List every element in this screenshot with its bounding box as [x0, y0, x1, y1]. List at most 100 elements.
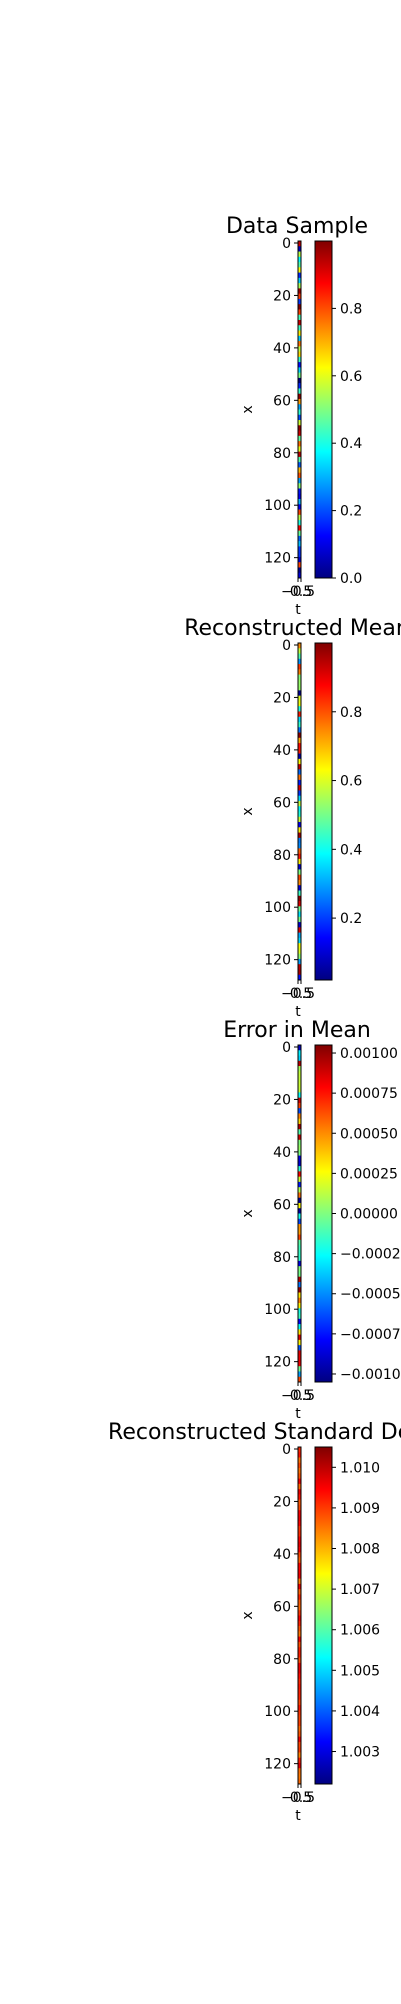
y-tick-label: 100 [264, 1704, 291, 1720]
heatmap-cell [298, 430, 301, 437]
colorbar-tick-label: −0.00100 [340, 1367, 401, 1383]
heatmap-cell [298, 1589, 301, 1595]
heatmap-cell [298, 1060, 301, 1067]
heatmap-cell [298, 1462, 301, 1469]
chart-title: Error in Mean [223, 1018, 371, 1043]
heatmap-cell [298, 1768, 301, 1774]
heatmap-cell [298, 556, 301, 563]
heatmap-cell [298, 869, 301, 875]
y-tick-label: 20 [273, 288, 291, 304]
y-tick-label: 100 [264, 1302, 291, 1318]
colorbar-tick-label: −0.00050 [340, 1287, 401, 1303]
heatmap-cell [298, 648, 301, 654]
y-tick-label: 60 [273, 1599, 291, 1615]
heatmap-cell [298, 1720, 301, 1727]
heatmap-cell [298, 520, 301, 526]
heatmap-cell [298, 895, 301, 902]
y-tick-label: 80 [273, 1652, 291, 1668]
heatmap-cell [298, 1536, 301, 1543]
x-tick-label: 0.5 [290, 1388, 312, 1404]
heatmap-cell [298, 298, 301, 305]
x-tick-label: 0.5 [290, 1790, 312, 1806]
colorbar-tick-label: 1.006 [340, 1623, 380, 1639]
colorbar-tick-label: 1.003 [340, 1745, 380, 1761]
heatmap-cell [298, 1741, 301, 1748]
heatmap-cell [298, 367, 301, 373]
heatmap-cell [298, 890, 301, 897]
y-axis-label: x [240, 1611, 256, 1619]
heatmap-cell [298, 1145, 301, 1151]
heatmap-cell [298, 769, 301, 775]
heatmap-cell [298, 916, 301, 923]
heatmap-cell [298, 922, 301, 928]
x-tick-label: −0.5 [281, 986, 315, 1002]
heatmap-cell [298, 572, 301, 579]
heatmap-cell [298, 246, 301, 252]
y-tick-label: 20 [273, 1494, 291, 1510]
y-tick-label: 120 [264, 1355, 291, 1371]
heatmap-cell [298, 1281, 301, 1288]
heatmap-cell [298, 330, 301, 337]
chart-panel-4: Reconstructed Standard Deviation0 20 40 60 8… [108, 1420, 401, 1824]
heatmap-cell [298, 943, 301, 949]
heatmap-cell [298, 964, 301, 970]
y-tick-label: 80 [273, 848, 291, 864]
heatmap-cell [298, 346, 301, 352]
heatmap-cell [298, 927, 301, 933]
heatmap-cell [298, 1197, 301, 1204]
heatmap-cell [298, 1583, 301, 1590]
heatmap-cell [298, 1568, 301, 1574]
heatmap-cell [298, 969, 301, 976]
heatmap-cell [298, 843, 301, 849]
heatmap-cell [298, 658, 301, 665]
heatmap-cell [298, 1657, 301, 1664]
heatmap-cell [298, 1494, 301, 1500]
y-tick-label: 100 [264, 900, 291, 916]
colorbar-tick-label: 1.007 [340, 1582, 380, 1598]
heatmap-cell [298, 288, 301, 294]
heatmap-cell [298, 837, 301, 844]
colorbar-tick-label: 0.6 [340, 774, 362, 790]
heatmap-cell [298, 351, 301, 358]
heatmap-cell [298, 272, 301, 279]
heatmap-cell [298, 1081, 301, 1088]
heatmap-cell [298, 953, 301, 960]
heatmap-cell [298, 1547, 301, 1553]
heatmap-cell [298, 1329, 301, 1335]
y-tick-label: 80 [273, 1250, 291, 1266]
heatmap-cell [298, 1355, 301, 1362]
heatmap-cell [298, 764, 301, 770]
heatmap-cell [298, 251, 301, 258]
heatmap-cell [298, 1224, 301, 1230]
heatmap-cell [298, 1123, 301, 1130]
colorbar-tick-label: 1.005 [340, 1663, 380, 1679]
heatmap-cell [298, 1631, 301, 1637]
heatmap-cell [298, 314, 301, 321]
heatmap-cell [298, 435, 301, 442]
heatmap-cell [298, 1324, 301, 1330]
chart-title: Reconstructed Standard Deviation [108, 1420, 401, 1445]
heatmap-cell [298, 1710, 301, 1716]
heatmap-cell [298, 1250, 301, 1256]
y-tick-label: 20 [273, 1092, 291, 1108]
heatmap-cell [298, 1604, 301, 1611]
heatmap-cell [298, 1171, 301, 1177]
heatmap-cell [298, 1483, 301, 1490]
colorbar-tick-label: 0.00025 [340, 1166, 398, 1182]
heatmap-cell [298, 1705, 301, 1711]
axes-frame [297, 1044, 302, 1383]
heatmap-cell [298, 1683, 301, 1690]
heatmap-cell [298, 743, 301, 749]
heatmap-cell [298, 377, 301, 384]
heatmap-cell [298, 1045, 301, 1051]
heatmap-cell [298, 1504, 301, 1511]
colorbar-tick-label: 0.6 [340, 369, 362, 385]
heatmap-cell [298, 758, 301, 765]
y-tick-label: 60 [273, 1197, 291, 1213]
heatmap-cell [298, 690, 301, 696]
heatmap-cell [298, 546, 301, 552]
y-tick-label: 0 [282, 236, 291, 252]
x-axis-label: t [295, 1808, 301, 1824]
heatmap-cell [298, 409, 301, 416]
heatmap-cell [298, 906, 301, 912]
